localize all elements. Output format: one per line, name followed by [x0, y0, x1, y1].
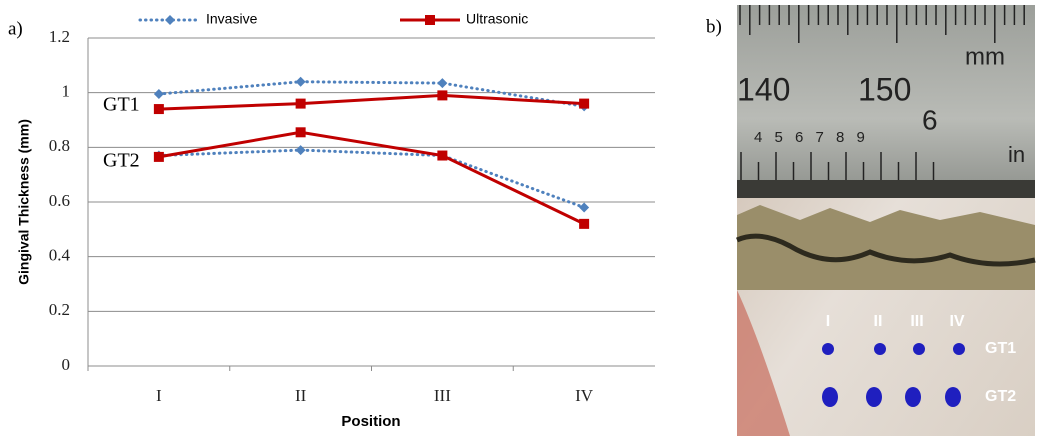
inch-tick-label: 9 — [857, 129, 865, 146]
point — [437, 150, 448, 161]
inch-tick-label: 8 — [836, 129, 844, 146]
inch-number: 6 — [922, 104, 938, 135]
y-tick-label: 1 — [62, 82, 71, 101]
point — [153, 151, 164, 162]
row-label: GT1 — [985, 340, 1016, 357]
point — [165, 15, 175, 25]
gt1-dot — [874, 343, 886, 355]
inch-tick-label: 4 — [754, 129, 762, 146]
inch-tick-label: 7 — [816, 129, 824, 146]
ruler-number: 140 — [737, 71, 790, 107]
legend-label: Invasive — [206, 11, 258, 27]
gt1-dot — [953, 343, 965, 355]
point — [153, 104, 164, 115]
x-tick-label: III — [434, 386, 451, 405]
point — [437, 78, 448, 89]
legend-label: Ultrasonic — [466, 11, 528, 27]
y-tick-label: 0.6 — [49, 191, 70, 210]
point — [295, 76, 306, 87]
panel-label: b) — [706, 16, 722, 37]
ruler — [737, 5, 1035, 195]
ruler-unit: in — [1008, 142, 1025, 167]
point — [153, 89, 164, 100]
tissue-red — [737, 290, 790, 436]
point — [579, 98, 590, 109]
x-tick-label: IV — [575, 386, 594, 405]
series-line — [158, 130, 585, 226]
gt2-dot — [905, 387, 921, 407]
gt1-dot — [913, 343, 925, 355]
ruler-unit: mm — [965, 43, 1005, 70]
chart: a) Gingival Thickness (mm) Position 0 0.2… — [8, 11, 655, 430]
series-line — [158, 93, 585, 111]
y-tick-label: 0.8 — [49, 136, 70, 155]
ruler-ticks — [739, 5, 1025, 180]
row-label: GT2 — [985, 388, 1016, 405]
x-tick-label: II — [295, 386, 307, 405]
series-line — [157, 80, 586, 108]
gt2-dot — [866, 387, 882, 407]
ruler-edge — [737, 180, 1035, 198]
gt1-dot — [822, 343, 834, 355]
gt2-dot — [945, 387, 961, 407]
point — [437, 90, 448, 101]
point — [295, 127, 306, 138]
point — [295, 145, 306, 156]
inch-tick-label: 6 — [795, 129, 803, 146]
y-tick-label: 0.4 — [49, 246, 71, 265]
site-label: IV — [949, 313, 964, 330]
site-label: II — [874, 313, 883, 330]
line-label: GT2 — [103, 150, 140, 172]
ruler-number: 150 — [858, 71, 911, 107]
point — [579, 202, 590, 213]
y-tick-label: 1.2 — [49, 27, 70, 46]
y-axis-title: Gingival Thickness (mm) — [16, 119, 32, 285]
x-tick-label: I — [156, 386, 162, 405]
point — [579, 218, 590, 229]
x-axis-title: Position — [341, 413, 400, 430]
point — [425, 15, 435, 25]
panel-label: a) — [8, 18, 23, 39]
series-line — [157, 148, 586, 209]
inch-tick-label: 5 — [775, 129, 783, 146]
gt2-dot — [822, 387, 838, 407]
teeth — [737, 205, 1035, 290]
y-tick-label: 0.2 — [49, 300, 70, 319]
line-label: GT1 — [103, 94, 140, 116]
gingiva-edge — [736, 233, 1036, 267]
point — [295, 98, 306, 109]
site-label: III — [910, 313, 923, 330]
y-tick-label: 0 — [62, 355, 71, 374]
site-label: I — [826, 313, 830, 330]
